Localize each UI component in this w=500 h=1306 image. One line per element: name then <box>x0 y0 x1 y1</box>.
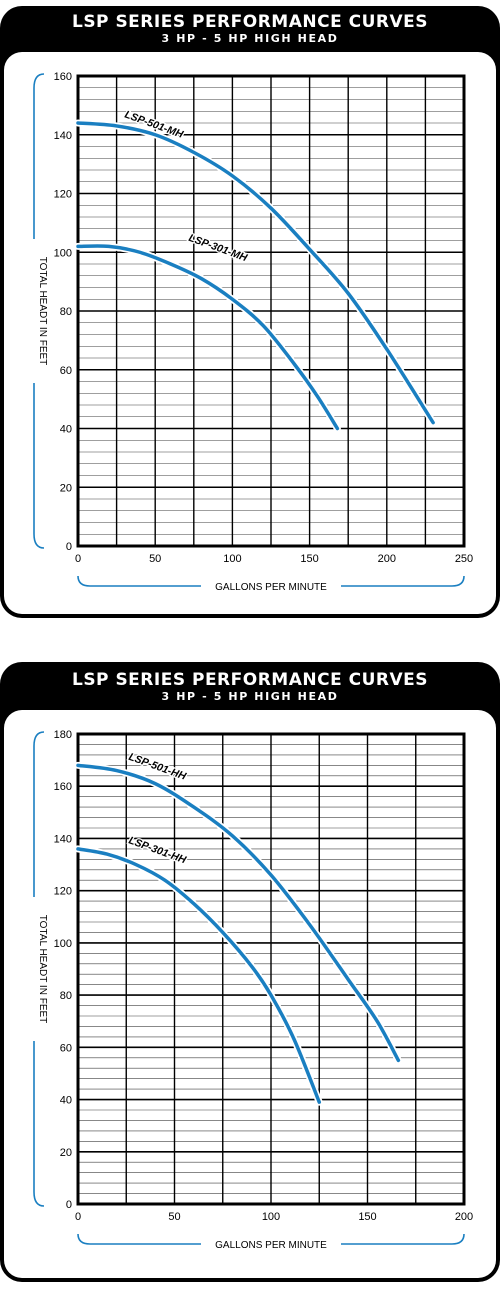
series-line <box>76 121 435 425</box>
x-tick-label: 100 <box>262 1211 280 1223</box>
plot-frame <box>76 74 466 548</box>
chart-card-2: LSP SERIES PERFORMANCE CURVES 3 HP - 5 H… <box>0 662 500 1282</box>
y-axis-label: TOTAL HEADT IN FEET <box>37 257 48 366</box>
y-axis-bracket <box>33 731 45 897</box>
series-line <box>76 244 340 431</box>
y-tick-label: 100 <box>54 938 72 950</box>
performance-chart-1: 0 20 40 60 80 100 120 140 160 0 50 100 150 200 250 TOTA… <box>33 71 473 593</box>
x-axis-bracket <box>77 575 201 587</box>
plot-frame <box>76 732 466 1206</box>
y-tick-label: 40 <box>60 1095 72 1107</box>
y-tick-label: 160 <box>54 781 72 793</box>
series-line <box>76 847 321 1104</box>
y-tick-label: 80 <box>60 306 72 318</box>
series-label: LSP-301-MH <box>187 232 249 264</box>
chart-panel-1: 0 20 40 60 80 100 120 140 160 0 50 100 150 200 250 TOTA… <box>4 52 496 614</box>
y-tick-label: 140 <box>54 833 72 845</box>
x-tick-label: 250 <box>455 553 473 565</box>
x-axis-bracket <box>77 1233 201 1245</box>
x-tick-label: 0 <box>75 1211 81 1223</box>
series-line-halo <box>74 119 437 427</box>
chart-title: LSP SERIES PERFORMANCE CURVES <box>71 670 428 690</box>
x-axis-label: GALLONS PER MINUTE <box>215 582 327 593</box>
x-tick-label: 0 <box>75 553 81 565</box>
x-tick-label: 50 <box>149 553 161 565</box>
performance-chart-2: 0 20 40 60 80 100 120 140 160 180 0 50 100 150 200 TOTA… <box>33 729 473 1251</box>
y-tick-label: 180 <box>54 729 72 741</box>
y-tick-label: 20 <box>60 1147 72 1159</box>
x-axis-bracket <box>341 1233 465 1245</box>
x-tick-label: 100 <box>223 553 241 565</box>
chart-title-block-1: LSP SERIES PERFORMANCE CURVES 3 HP - 5 H… <box>0 12 500 46</box>
x-tick-label: 150 <box>358 1211 376 1223</box>
y-tick-label: 20 <box>60 482 72 494</box>
chart-title-block-2: LSP SERIES PERFORMANCE CURVES 3 HP - 5 H… <box>0 670 500 704</box>
y-tick-label: 140 <box>54 130 72 142</box>
x-tick-label: 200 <box>378 553 396 565</box>
series-line <box>76 763 401 1063</box>
chart-subtitle: 3 HP - 5 HP HIGH HEAD <box>161 690 339 703</box>
chart-subtitle: 3 HP - 5 HP HIGH HEAD <box>161 32 339 45</box>
chart-title: LSP SERIES PERFORMANCE CURVES <box>71 12 428 32</box>
y-tick-label: 120 <box>54 189 72 201</box>
x-axis-bracket <box>341 575 465 587</box>
y-tick-label: 60 <box>60 365 72 377</box>
y-tick-label: 0 <box>66 541 72 553</box>
chart-card-1: LSP SERIES PERFORMANCE CURVES 3 HP - 5 H… <box>0 6 500 618</box>
x-tick-label: 50 <box>168 1211 180 1223</box>
y-tick-label: 160 <box>54 71 72 83</box>
y-axis-bracket <box>33 73 45 239</box>
y-axis-label: TOTAL HEADT IN FEET <box>37 915 48 1024</box>
x-tick-label: 150 <box>300 553 318 565</box>
y-axis-bracket <box>33 383 45 549</box>
y-axis-bracket <box>33 1041 45 1207</box>
y-tick-label: 80 <box>60 990 72 1002</box>
x-tick-label: 200 <box>455 1211 473 1223</box>
y-tick-label: 100 <box>54 247 72 259</box>
y-tick-label: 0 <box>66 1199 72 1211</box>
y-tick-label: 120 <box>54 886 72 898</box>
x-axis-label: GALLONS PER MINUTE <box>215 1240 327 1251</box>
y-tick-label: 60 <box>60 1042 72 1054</box>
chart-panel-2: 0 20 40 60 80 100 120 140 160 180 0 50 100 150 200 TOTA… <box>4 710 496 1278</box>
y-tick-label: 40 <box>60 424 72 436</box>
